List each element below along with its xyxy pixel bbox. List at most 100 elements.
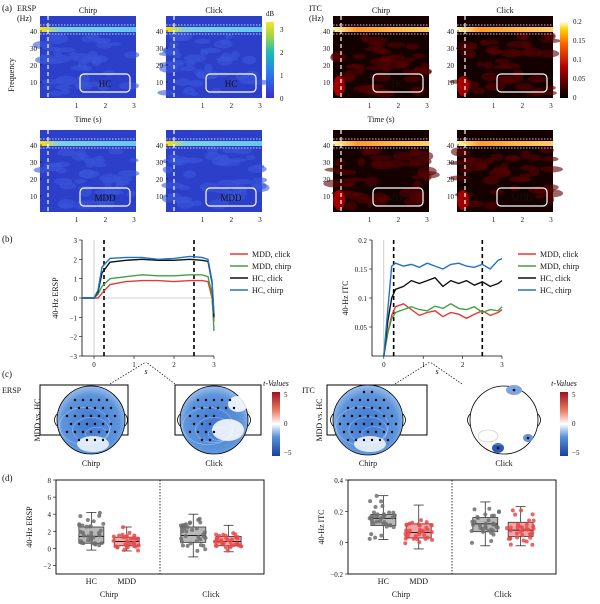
electrode: [200, 422, 204, 426]
series-line: [82, 279, 215, 322]
electrode: [374, 398, 378, 402]
noise-blob: [85, 158, 95, 168]
noise-blob: [244, 70, 259, 80]
panel-a: (a) ERSP(Hz)ITC(Hz)Chirp Click Chirp ClickHC…: [2, 3, 586, 224]
group-box: [205, 73, 257, 93]
noise-blob: [368, 83, 384, 89]
electrode: [212, 430, 216, 434]
c-itc-cb-tick: 0: [572, 420, 576, 428]
group-label: MDD: [220, 193, 242, 203]
itc-colorbar: [560, 22, 568, 98]
noise-blob: [161, 193, 175, 203]
ytick-label: 20: [156, 62, 164, 70]
noise-blob: [183, 170, 197, 179]
noise-blob: [392, 151, 414, 161]
noise-blob: [357, 157, 366, 166]
noise-blob: [108, 148, 124, 155]
noise-blob: [173, 197, 189, 204]
ytick-label: 6: [48, 494, 52, 502]
data-point: [524, 539, 529, 544]
electrode: [358, 414, 362, 418]
electrode: [105, 398, 109, 402]
scalp-map: [332, 384, 404, 456]
ytick-label: 0.05: [355, 324, 368, 332]
data-point: [489, 513, 494, 518]
itc-colorbar-tick: 0: [573, 94, 577, 102]
band-40hz: [40, 27, 136, 32]
noise-blob: [544, 90, 557, 96]
electrode: [93, 422, 97, 426]
electrode: [204, 430, 208, 434]
data-point: [185, 543, 190, 548]
noise-blob: [238, 188, 247, 197]
noise-blob: [546, 32, 556, 41]
ytick-label: 0.2: [334, 508, 343, 516]
series-line: [82, 274, 215, 331]
data-point: [404, 522, 409, 527]
data-point: [518, 529, 523, 534]
legend-label: HC, chirp: [252, 286, 284, 295]
data-point: [213, 543, 218, 548]
noise-blob: [92, 162, 108, 168]
noise-blob: [412, 53, 425, 59]
d-ersp-group-mdd: MDD: [117, 577, 136, 586]
noise-blob: [55, 167, 67, 174]
group-label: HC: [392, 79, 405, 89]
noise-blob: [539, 38, 561, 44]
data-point: [136, 548, 141, 553]
data-point: [122, 547, 127, 552]
data-point: [91, 519, 96, 524]
data-point: [520, 532, 525, 537]
ear-right: [402, 413, 406, 427]
data-point: [97, 533, 102, 538]
electrode: [370, 390, 374, 394]
contour: [498, 427, 522, 441]
electrode: [85, 438, 89, 442]
noise-blob: [352, 53, 367, 59]
contour: [182, 407, 234, 445]
xtick-label: 2: [521, 216, 525, 224]
data-point: [384, 524, 389, 529]
electrode: [378, 422, 382, 426]
noise-blob: [363, 36, 388, 45]
noise-blob: [194, 69, 204, 76]
ersp-unit: (Hz): [17, 14, 32, 23]
electrode: [350, 414, 354, 418]
ylabel: 40-Hz ERSP: [51, 277, 60, 319]
noise-blob: [51, 36, 61, 41]
legend-label: MDD, chirp: [540, 262, 579, 271]
noise-blob: [216, 154, 230, 162]
panel-b: (b) 3 2 1 0 −1 −2 −3 0 1 2 3 40-Hz ERSP MDD, click MDD…: [2, 234, 579, 376]
ytick-label: 10: [323, 193, 331, 201]
data-point: [81, 541, 86, 546]
xtick-label: 3: [549, 216, 553, 224]
data-point: [202, 530, 207, 535]
c-itc-col-chirp: Chirp: [359, 459, 377, 468]
noise-blob: [224, 33, 233, 39]
noise-blob: [420, 62, 430, 70]
itc-colorbar-tick: 0.2: [573, 18, 582, 26]
ytick-label: 0: [48, 545, 52, 553]
ytick-label: 0.1: [358, 295, 367, 303]
noise-blob: [168, 32, 189, 42]
ytick-label: 40: [30, 28, 38, 36]
noise-blob: [481, 72, 499, 82]
group-box: [79, 187, 131, 207]
electrode: [338, 422, 342, 426]
noise-blob: [505, 154, 520, 161]
noise-blob: [126, 190, 136, 197]
electrode: [65, 414, 69, 418]
data-point: [78, 529, 83, 534]
panel-label-d: (d): [2, 473, 13, 483]
data-point: [407, 528, 412, 533]
ytick-label: 20: [447, 62, 455, 70]
noise-blob: [369, 42, 386, 49]
data-point: [521, 538, 526, 543]
projection-line: [109, 361, 147, 385]
xtick-label: 1: [368, 102, 372, 110]
noise-blob: [323, 179, 344, 188]
xtick-label: 1: [421, 361, 425, 369]
data-point: [378, 519, 383, 524]
c-ersp-cb-tick: 5: [284, 391, 288, 399]
